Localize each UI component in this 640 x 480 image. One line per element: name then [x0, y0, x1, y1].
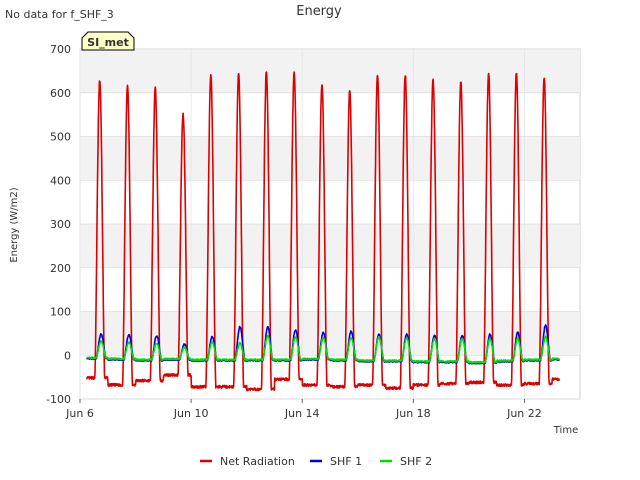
- plot-band: [80, 49, 580, 93]
- grid-lines: [79, 48, 580, 400]
- plot-band: [80, 136, 580, 181]
- y-tick-label: 200: [50, 262, 71, 275]
- y-tick-label: 0: [64, 349, 71, 362]
- y-tick-label: 700: [50, 43, 71, 56]
- legend-label: Net Radiation: [220, 455, 295, 468]
- y-tick-label: 100: [50, 306, 71, 319]
- plot-band: [80, 311, 580, 356]
- x-tick-label: Jun 10: [173, 407, 209, 420]
- x-tick-label: Jun 18: [395, 407, 431, 420]
- y-axis-label: Energy (W/m2): [9, 187, 20, 262]
- legend-label: SHF 1: [330, 455, 362, 468]
- si-met-badge-label: SI_met: [87, 36, 129, 49]
- x-axis-ticks: Jun 6 Jun 10 Jun 14 Jun 18 Jun 22: [65, 399, 542, 420]
- series-net-radiation-line: [86, 71, 560, 392]
- x-tick-label: Jun 14: [284, 407, 320, 420]
- series-shf-2-line: [86, 334, 560, 364]
- x-axis-label: Time: [553, 425, 578, 436]
- x-tick-label: Jun 6: [65, 407, 94, 420]
- y-tick-label: -100: [46, 393, 71, 406]
- legend-label: SHF 2: [400, 455, 432, 468]
- chart-title: Energy: [296, 4, 342, 19]
- x-tick-label: Jun 22: [506, 407, 542, 420]
- y-tick-label: 400: [50, 174, 71, 187]
- series-layer: [86, 71, 560, 392]
- y-tick-label: 300: [50, 218, 71, 231]
- no-data-note: No data for f_SHF_3: [5, 8, 114, 21]
- plot-band: [80, 224, 580, 268]
- y-tick-label: 500: [50, 131, 71, 144]
- legend: Net Radiation SHF 1 SHF 2: [200, 455, 432, 468]
- si-met-badge: SI_met: [81, 31, 135, 51]
- y-axis-ticks: -100 0 100 200 300 400 500 600 700: [46, 43, 71, 406]
- y-tick-label: 600: [50, 87, 71, 100]
